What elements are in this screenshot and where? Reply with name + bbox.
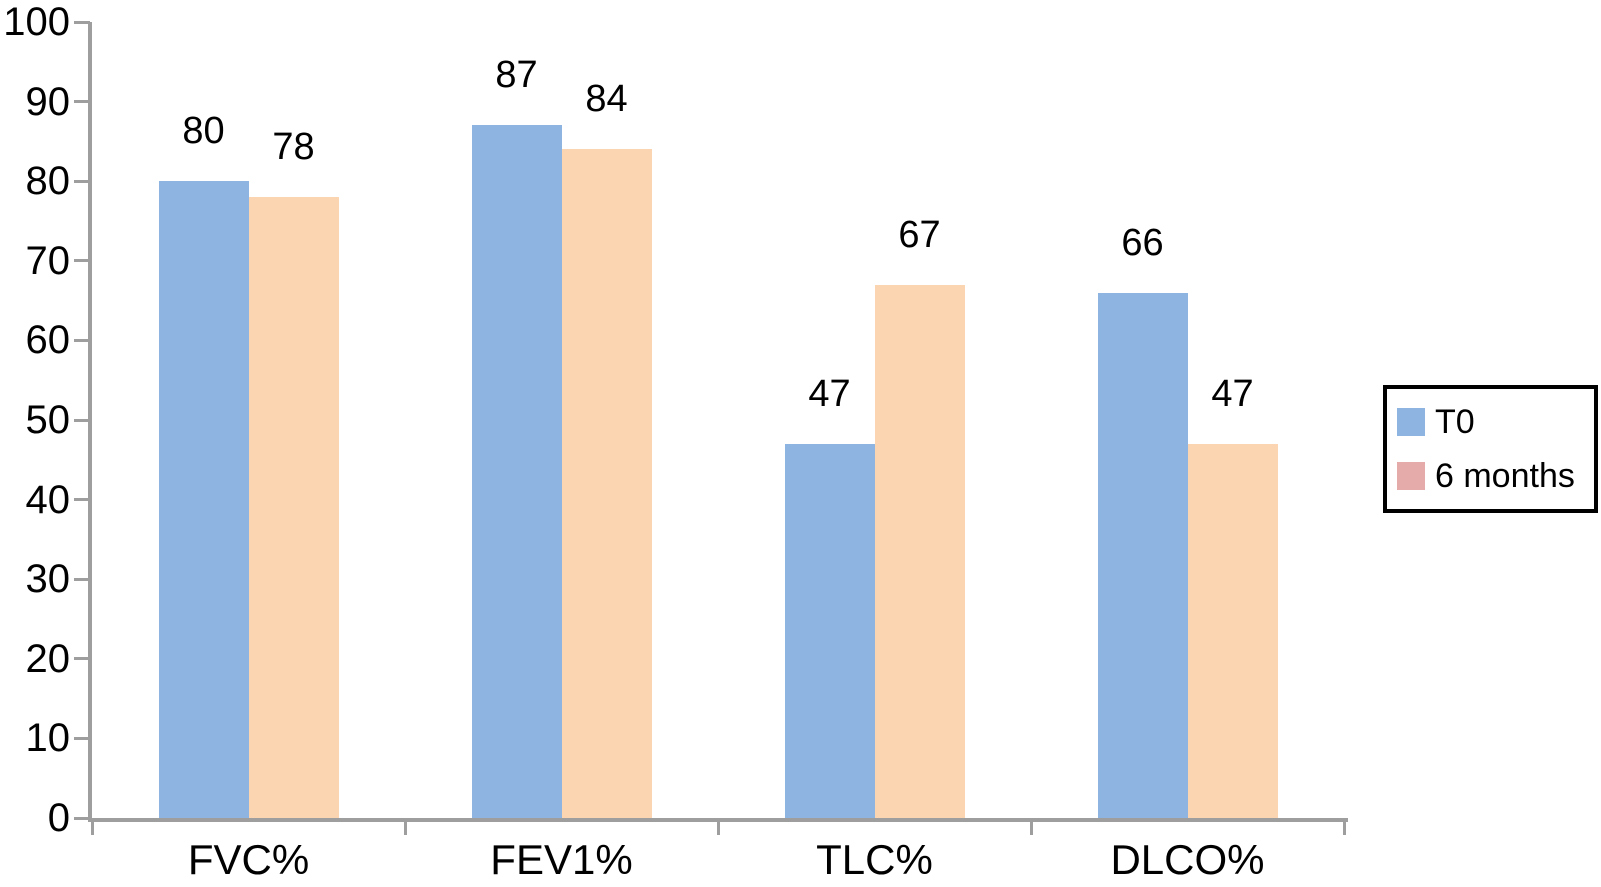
x-axis-category-label: FVC% [187,836,310,883]
bar-6-months [248,197,339,818]
y-axis-tick [74,577,90,581]
bar-value-label: 87 [495,54,538,97]
legend-item-t0: T0 [1397,402,1594,442]
y-axis-tick [74,657,90,661]
bar-value-label: 66 [1121,221,1164,264]
x-axis-tick [1342,822,1346,835]
bar-6-months [874,284,965,818]
y-axis-tick-label: 90 [25,79,71,124]
bar-t0 [1097,292,1188,818]
bar-value-label: 78 [272,126,315,169]
bar-6-months [1187,443,1278,818]
bar-value-label: 84 [585,78,628,121]
x-axis-tick [1029,822,1033,835]
y-axis-labels: 0 10 20 30 40 50 60 70 80 90 100 [0,0,71,840]
y-axis-tick-label: 40 [25,477,71,522]
y-axis-tick [74,498,90,502]
x-axis-category-label: DLCO% [1110,836,1265,883]
y-axis-tick-label: 60 [25,318,71,363]
legend-swatch-t0 [1397,408,1425,437]
y-axis-tick-label: 20 [25,636,71,681]
y-axis-tick-label: 100 [3,0,70,44]
legend-label-t0: T0 [1435,403,1475,442]
bar-t0 [784,443,875,818]
legend-swatch-6-months [1397,461,1425,490]
y-axis-tick [74,816,90,820]
y-axis-tick-label: 50 [25,398,71,442]
y-axis-tick-label: 80 [25,159,71,204]
x-axis-tick [716,822,720,835]
y-axis-tick-label: 30 [25,557,71,602]
y-axis-tick [74,338,90,342]
x-axis-category-label: FEV1% [490,836,633,883]
bar-t0 [471,125,562,818]
y-axis-tick-label: 10 [25,716,71,761]
x-axis-labels: FVC% FEV1% TLC% DLCO% [92,836,1348,886]
bar-value-label: 80 [182,110,225,153]
y-axis-tick [74,20,90,24]
y-axis-tick-label: 0 [47,796,70,840]
y-axis-tick [74,179,90,183]
bar-value-label: 67 [898,213,941,256]
bar-t0 [158,181,249,818]
x-axis-tick [403,822,407,835]
y-axis-tick [74,100,90,104]
bar-value-label: 47 [808,372,851,415]
y-axis-tick [74,259,90,263]
legend: T0 6 months [1383,385,1598,513]
legend-item-6-months: 6 months [1397,456,1594,496]
x-axis-tick [90,822,94,835]
y-axis-tick [74,418,90,422]
y-axis-tick [74,736,90,740]
y-axis-tick-label: 70 [25,238,71,283]
bar-6-months [561,149,652,818]
plot-area: 80 78 87 84 47 67 66 47 [74,20,1348,835]
legend-label-6-months: 6 months [1435,456,1575,495]
bar-value-label: 47 [1211,372,1254,415]
x-axis-category-label: TLC% [816,836,933,883]
